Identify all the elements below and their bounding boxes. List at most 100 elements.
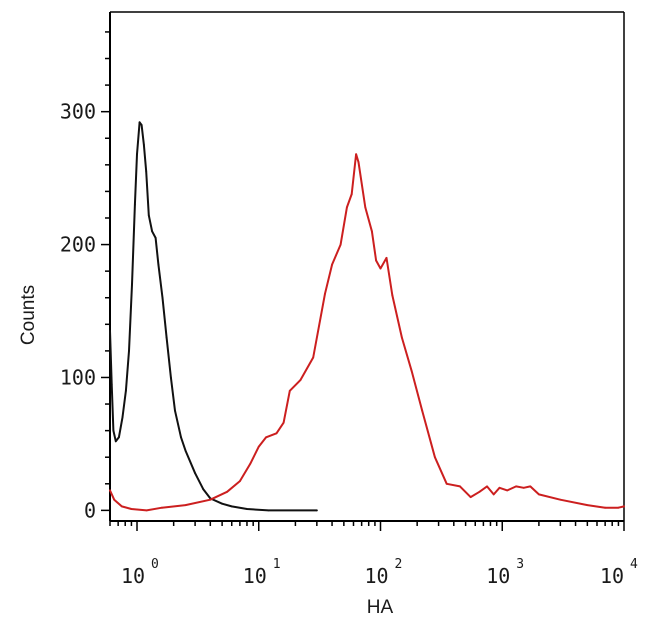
- series-1-point: [315, 509, 318, 512]
- series-1-point: [140, 124, 143, 126]
- series-2-point: [371, 230, 373, 233]
- series-2-point: [492, 493, 495, 496]
- series-2-point: [226, 490, 229, 493]
- series-1-point: [151, 230, 154, 233]
- series-2-point: [522, 486, 525, 489]
- series-1-point: [165, 336, 168, 339]
- series-1-point: [174, 409, 176, 412]
- series-1-point: [246, 508, 248, 510]
- series-2-point: [275, 432, 278, 435]
- series-2-point: [506, 489, 509, 492]
- series-2-point: [604, 506, 606, 509]
- series-1-point: [131, 283, 133, 286]
- y-tick-label: 300: [60, 100, 96, 124]
- series-2-point: [623, 505, 625, 508]
- series-2-point: [145, 509, 148, 512]
- series-2-point: [109, 489, 111, 492]
- series-2-point: [617, 506, 620, 509]
- series-1-point: [170, 376, 172, 379]
- series-layer: [109, 121, 625, 512]
- y-tick-label: 0: [84, 498, 96, 522]
- series-2-point: [184, 504, 187, 506]
- series-2-point: [120, 505, 123, 508]
- series-1-point: [147, 214, 150, 217]
- series-1-point: [230, 505, 233, 508]
- series-2-point: [282, 421, 285, 424]
- x-axis-title: HA: [367, 597, 394, 618]
- series-2-point: [130, 508, 133, 510]
- series-1-line: [109, 121, 318, 512]
- x-tick-label-base: 10: [243, 564, 267, 588]
- x-tick-label-base: 10: [486, 564, 510, 588]
- series-2-point: [265, 436, 267, 439]
- series-1-point: [154, 237, 157, 239]
- series-1-point: [125, 389, 127, 392]
- series-1-point: [112, 429, 115, 432]
- series-2-point: [364, 206, 367, 209]
- x-tick-label-exponent: 1: [273, 557, 281, 572]
- x-tick-label-exponent: 3: [516, 557, 524, 572]
- series-2-point: [161, 506, 163, 509]
- series-1-point: [118, 436, 120, 439]
- series-1-point: [157, 263, 160, 266]
- series-1-point: [121, 416, 124, 419]
- series-1-point: [180, 436, 182, 439]
- series-2-point: [375, 259, 377, 262]
- series-1: [109, 121, 318, 512]
- y-tick-label: 200: [60, 233, 96, 257]
- series-1-point: [109, 330, 111, 332]
- series-2-point: [288, 389, 291, 392]
- series-2-point: [559, 498, 562, 501]
- series-2-point: [249, 463, 252, 465]
- series-1-point: [114, 440, 117, 443]
- series-1-point: [134, 203, 136, 206]
- series-2: [109, 153, 625, 512]
- series-2-point: [257, 445, 260, 448]
- series-2-point: [355, 153, 357, 156]
- series-2-point: [324, 292, 326, 295]
- series-1-point: [202, 488, 205, 490]
- series-2-point: [346, 206, 348, 209]
- series-2-point: [445, 482, 448, 485]
- series-2-point: [385, 257, 388, 259]
- series-2-point: [434, 456, 436, 459]
- x-tick-label-exponent: 4: [630, 557, 638, 572]
- series-2-point: [350, 193, 353, 196]
- series-2-point: [312, 356, 315, 359]
- series-1-point: [267, 509, 270, 512]
- x-tick-label-exponent: 2: [395, 557, 403, 572]
- y-tick-label: 100: [60, 365, 96, 389]
- series-2-point: [586, 504, 589, 506]
- series-2-point: [459, 485, 461, 488]
- series-1-point: [221, 502, 224, 505]
- series-2-point: [401, 336, 403, 339]
- series-2-point: [538, 493, 540, 496]
- series-2-point: [391, 294, 394, 296]
- x-tick-label-base: 10: [364, 564, 388, 588]
- series-1-point: [110, 383, 113, 385]
- series-2-point: [478, 490, 481, 493]
- series-2-point: [515, 485, 517, 488]
- series-2-point: [486, 485, 488, 488]
- series-2-point: [529, 485, 532, 488]
- series-2-point: [421, 409, 424, 412]
- series-2-point: [209, 498, 212, 501]
- series-2-point: [239, 480, 241, 482]
- series-1-point: [194, 472, 197, 475]
- series-2-point: [379, 267, 382, 270]
- series-2-point: [339, 243, 342, 246]
- x-tick-label-base: 10: [600, 564, 624, 588]
- y-axis-title: Counts: [18, 285, 39, 345]
- series-2-point: [498, 486, 501, 489]
- series-2-point: [469, 496, 472, 498]
- series-2-point: [357, 161, 360, 164]
- series-2-point: [410, 369, 413, 372]
- series-1-point: [128, 350, 130, 352]
- series-1-point: [138, 121, 141, 124]
- series-1-point: [136, 153, 138, 156]
- series-1-point: [145, 170, 148, 173]
- series-1-point: [143, 144, 145, 146]
- series-2-point: [113, 498, 116, 501]
